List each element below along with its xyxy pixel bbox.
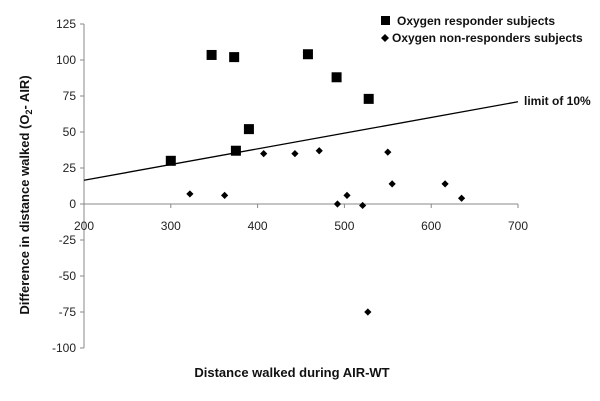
x-tick-label: 600: [421, 219, 441, 233]
y-tick-label: -100: [52, 341, 76, 355]
y-axis-title-main: Difference in distance walked (O: [17, 115, 32, 315]
x-tick-label: 200: [74, 219, 94, 233]
non-responder-point: [457, 194, 466, 202]
y-tick-label: -75: [59, 305, 77, 319]
y-axis-title-subscript: 2: [24, 110, 34, 115]
non-responder-point: [260, 150, 268, 158]
responder-point: [229, 52, 240, 63]
non-responder-point: [384, 148, 392, 156]
legend-label-responders: Oxygen responder subjects: [397, 14, 555, 28]
responder-point: [302, 49, 313, 60]
non-responder-point: [333, 200, 342, 208]
y-ticks: 125 100 75 50 25 0 -25 -50 -75 -100: [52, 17, 84, 355]
non-responder-point: [364, 308, 372, 316]
y-tick-label: 25: [63, 161, 77, 175]
y-tick-label: 125: [56, 17, 76, 31]
axes: [83, 24, 518, 348]
non-responder-point: [186, 190, 194, 198]
legend-label-non-responders: Oxygen non-responders subjects: [392, 31, 583, 45]
x-tick-label: 700: [508, 219, 528, 233]
x-axis-title: Distance walked during AIR-WT: [194, 365, 389, 380]
legend-marker-non-responders: [381, 34, 389, 42]
y-tick-label: 0: [69, 197, 76, 211]
non-responder-point: [388, 180, 396, 188]
y-tick-label: 50: [63, 125, 77, 139]
reference-line-group: limit of 10%: [83, 94, 591, 181]
responder-point: [243, 124, 254, 135]
responder-point: [206, 49, 217, 60]
y-tick-label: -25: [59, 233, 77, 247]
x-tick-label: 300: [161, 219, 181, 233]
x-tick-label: 500: [334, 219, 354, 233]
y-tick-label: -50: [59, 269, 77, 283]
responder-point: [165, 155, 176, 166]
non-responder-point: [315, 147, 323, 155]
x-tick-label: 400: [248, 219, 268, 233]
data-points: [165, 49, 466, 316]
legend-marker-responders: [381, 16, 390, 25]
responder-point: [331, 72, 342, 83]
y-tick-label: 75: [63, 89, 77, 103]
y-axis-title: Difference in distance walked (O2- AIR): [17, 75, 34, 314]
non-responder-point: [291, 150, 299, 158]
non-responder-point: [359, 201, 367, 210]
reference-line: [83, 101, 519, 181]
reference-line-label: limit of 10%: [524, 94, 591, 108]
y-axis-title-tail: - AIR): [17, 75, 32, 109]
non-responder-point: [441, 180, 449, 188]
non-responder-point: [343, 191, 351, 199]
responder-point: [363, 93, 374, 104]
legend: Oxygen responder subjects Oxygen non-res…: [381, 14, 583, 45]
x-ticks: 200 300 400 500 600 700: [74, 204, 528, 233]
responder-point: [230, 145, 241, 156]
non-responder-point: [221, 191, 229, 199]
y-tick-label: 100: [56, 53, 76, 67]
